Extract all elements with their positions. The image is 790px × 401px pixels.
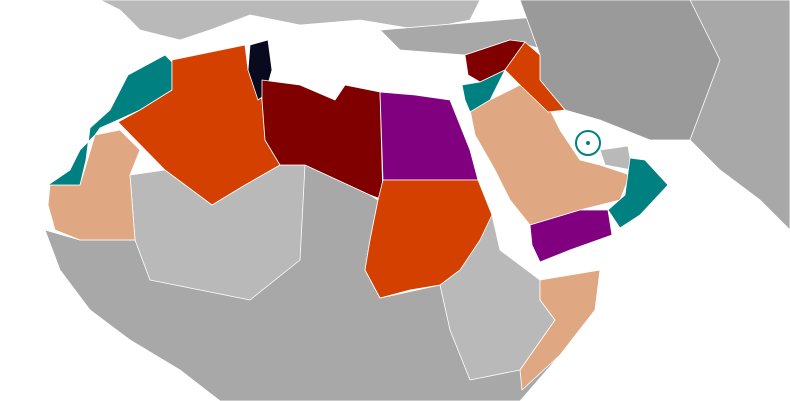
asia-land [689, 0, 790, 231]
bahrain-marker [575, 130, 601, 156]
mauritania-region [47, 129, 141, 241]
bahrain-region [586, 141, 590, 145]
sudan-region [364, 179, 493, 299]
somalia-region [519, 269, 601, 391]
europe-land [99, 0, 481, 41]
jordan-region [461, 69, 506, 113]
iraq-region [504, 41, 566, 113]
yemen-region [529, 209, 613, 263]
oman-region [607, 157, 669, 229]
libya-region [261, 79, 384, 201]
